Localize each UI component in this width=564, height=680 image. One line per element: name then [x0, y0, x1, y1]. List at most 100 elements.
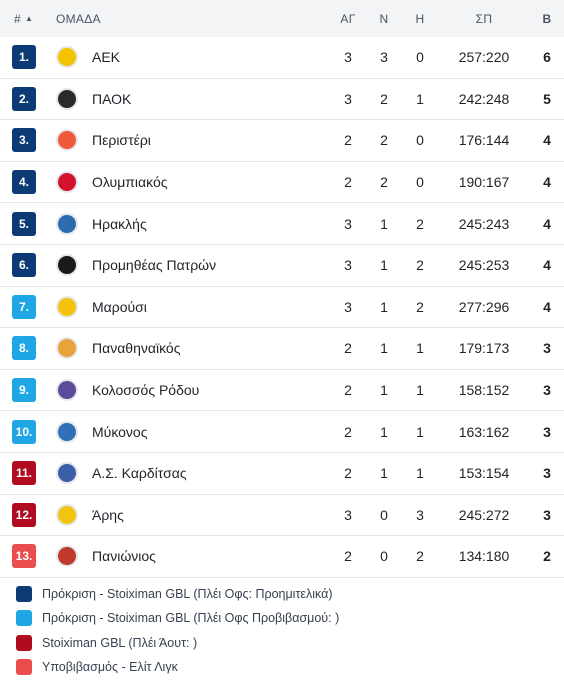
played-cell: 3 — [344, 49, 352, 66]
wins-cell: 2 — [380, 90, 388, 107]
team-logo-cell — [48, 545, 86, 568]
legend-swatch — [16, 634, 32, 651]
points-cell: 5 — [543, 90, 551, 107]
table-row[interactable]: 1. ΑΕΚ 3 3 0 257:220 6 — [0, 37, 564, 79]
rank-cell: 12. — [0, 502, 48, 527]
rank-cell: 10. — [0, 419, 48, 444]
rank-badge: 9. — [12, 378, 36, 403]
rank-cell: 13. — [0, 544, 48, 569]
legend-label: Πρόκριση - Stoiximan GBL (Πλέι Οφς Προβι… — [42, 611, 340, 626]
wins-cell: 1 — [380, 465, 388, 482]
score-cell: 179:173 — [458, 340, 510, 357]
losses-cell: 1 — [416, 423, 424, 440]
team-name[interactable]: Μαρούσι — [92, 298, 147, 315]
score-cell: 242:248 — [458, 90, 510, 107]
iraklis-logo-icon — [56, 212, 78, 235]
legend-label: Πρόκριση - Stoiximan GBL (Πλέι Οφς: Προη… — [42, 586, 333, 601]
table-row[interactable]: 13. Πανιώνιος 2 0 2 134:180 2 — [0, 536, 564, 578]
wins-cell: 3 — [380, 49, 388, 66]
team-name[interactable]: Άρης — [92, 506, 124, 523]
table-body: 1. ΑΕΚ 3 3 0 257:220 6 2. ΠΑΟΚ 3 2 1 242… — [0, 37, 564, 578]
points-cell: 3 — [543, 465, 551, 482]
rank-badge: 7. — [12, 294, 36, 319]
losses-cell: 1 — [416, 90, 424, 107]
rank-cell: 2. — [0, 86, 48, 111]
points-cell: 4 — [543, 298, 551, 315]
rank-cell: 11. — [0, 461, 48, 486]
team-name[interactable]: Κολοσσός Ρόδου — [92, 382, 200, 399]
rank-cell: 3. — [0, 128, 48, 153]
team-name[interactable]: ΠΑΟΚ — [92, 90, 132, 107]
points-cell: 2 — [543, 548, 551, 565]
aris-logo-icon — [56, 503, 78, 526]
table-row[interactable]: 9. Κολοσσός Ρόδου 2 1 1 158:152 3 — [0, 370, 564, 412]
panionios-logo-icon — [56, 545, 78, 568]
rank-badge: 12. — [12, 502, 36, 527]
score-cell: 245:272 — [458, 506, 510, 523]
team-name[interactable]: Α.Σ. Καρδίτσας — [92, 465, 187, 482]
rank-cell: 6. — [0, 253, 48, 278]
team-name[interactable]: Περιστέρι — [92, 132, 151, 149]
losses-column-header[interactable]: Η — [415, 11, 425, 26]
team-name[interactable]: Μύκονος — [92, 423, 148, 440]
team-logo-cell — [48, 87, 86, 110]
rank-column-header[interactable]: # ▲ — [0, 12, 48, 26]
team-name[interactable]: Παναθηναϊκός — [92, 340, 181, 357]
team-column-header[interactable]: ΟΜΑΔΑ — [56, 11, 101, 26]
score-cell: 277:296 — [458, 298, 510, 315]
rank-badge: 8. — [12, 336, 36, 361]
points-column-header[interactable]: Β — [542, 11, 552, 26]
played-cell: 2 — [344, 548, 352, 565]
table-header: # ▲ ΟΜΑΔΑ ΑΓ Ν Η ΣΠ Β — [0, 0, 564, 37]
rank-badge: 5. — [12, 211, 36, 236]
team-name[interactable]: Ηρακλής — [92, 215, 147, 232]
rank-badge: 10. — [12, 419, 36, 444]
rank-cell: 4. — [0, 170, 48, 195]
legend: Πρόκριση - Stoiximan GBL (Πλέι Οφς: Προη… — [0, 582, 564, 680]
olympiacos-logo-icon — [56, 171, 78, 194]
played-cell: 3 — [344, 257, 352, 274]
aek-logo-icon — [56, 46, 78, 69]
team-logo-cell — [48, 254, 86, 277]
karditsa-logo-icon — [56, 462, 78, 485]
team-name[interactable]: Πανιώνιος — [92, 548, 156, 565]
legend-item: Πρόκριση - Stoiximan GBL (Πλέι Οφς: Προη… — [16, 582, 564, 607]
table-row[interactable]: 8. Παναθηναϊκός 2 1 1 179:173 3 — [0, 328, 564, 370]
rank-badge: 4. — [12, 170, 36, 195]
played-cell: 2 — [344, 465, 352, 482]
rank-badge: 13. — [12, 544, 36, 569]
team-name[interactable]: ΑΕΚ — [92, 49, 121, 66]
rank-cell: 8. — [0, 336, 48, 361]
played-cell: 3 — [344, 506, 352, 523]
losses-cell: 3 — [416, 506, 424, 523]
standings-table: # ▲ ΟΜΑΔΑ ΑΓ Ν Η ΣΠ Β 1. ΑΕΚ 3 3 0 257:2… — [0, 0, 564, 578]
score-column-header[interactable]: ΣΠ — [475, 11, 493, 26]
team-logo-cell — [48, 295, 86, 318]
rank-badge: 6. — [12, 253, 36, 278]
table-row[interactable]: 6. Προμηθέας Πατρών 3 1 2 245:253 4 — [0, 245, 564, 287]
table-row[interactable]: 10. Μύκονος 2 1 1 163:162 3 — [0, 411, 564, 453]
table-row[interactable]: 3. Περιστέρι 2 2 0 176:144 4 — [0, 120, 564, 162]
played-cell: 2 — [344, 382, 352, 399]
table-row[interactable]: 4. Ολυμπιακός 2 2 0 190:167 4 — [0, 162, 564, 204]
table-row[interactable]: 2. ΠΑΟΚ 3 2 1 242:248 5 — [0, 79, 564, 121]
team-name[interactable]: Ολυμπιακός — [92, 174, 168, 191]
team-logo-cell — [48, 337, 86, 360]
kolossos-logo-icon — [56, 379, 78, 402]
table-row[interactable]: 7. Μαρούσι 3 1 2 277:296 4 — [0, 287, 564, 329]
mykonos-logo-icon — [56, 420, 78, 443]
team-logo-cell — [48, 503, 86, 526]
losses-cell: 2 — [416, 257, 424, 274]
legend-label: Υποβιβασμός - Ελίτ Λιγκ — [42, 660, 178, 675]
legend-swatch — [16, 585, 32, 602]
rank-header-label: # — [14, 11, 21, 26]
team-name[interactable]: Προμηθέας Πατρών — [92, 257, 217, 274]
played-column-header[interactable]: ΑΓ — [340, 11, 356, 26]
table-row[interactable]: 12. Άρης 3 0 3 245:272 3 — [0, 495, 564, 537]
rank-cell: 7. — [0, 294, 48, 319]
table-row[interactable]: 11. Α.Σ. Καρδίτσας 2 1 1 153:154 3 — [0, 453, 564, 495]
rank-cell: 9. — [0, 378, 48, 403]
points-cell: 4 — [543, 132, 551, 149]
wins-column-header[interactable]: Ν — [379, 11, 389, 26]
table-row[interactable]: 5. Ηρακλής 3 1 2 245:243 4 — [0, 203, 564, 245]
